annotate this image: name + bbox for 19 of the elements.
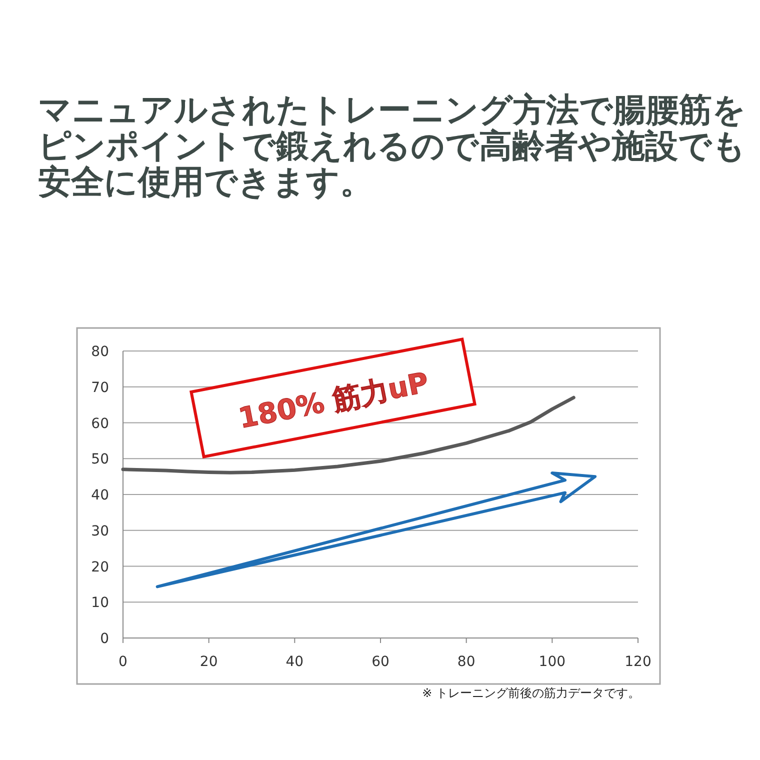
x-tick-label: 80 [457,654,476,670]
y-tick-label: 60 [91,416,109,432]
x-tick-label: 60 [372,654,390,670]
y-tick-label: 80 [91,344,109,360]
y-tick-label: 70 [91,380,109,396]
y-tick-label: 40 [91,488,109,504]
text: ※ トレーニング前後の筋力データです。 [422,686,640,700]
y-tick-label: 50 [91,452,109,468]
x-tick-label: 20 [200,654,218,670]
y-tick-label: 0 [100,631,109,647]
y-tick-label: 10 [91,595,109,612]
annotation: 180% 筋力uP [236,366,432,436]
y-tick-label: 30 [91,523,109,540]
x-tick-label: 0 [118,654,128,670]
x-tick-label: 120 [624,654,652,670]
y-tick-label: 20 [91,559,109,576]
x-tick-label: 40 [286,654,304,670]
chart-title: マニュアルされたトレーニング方法で腸腰筋をピンポイントで鍛えれるので高齢者や施設でも安全に使用できます。 [38,90,747,201]
x-tick-label: 100 [538,654,566,670]
